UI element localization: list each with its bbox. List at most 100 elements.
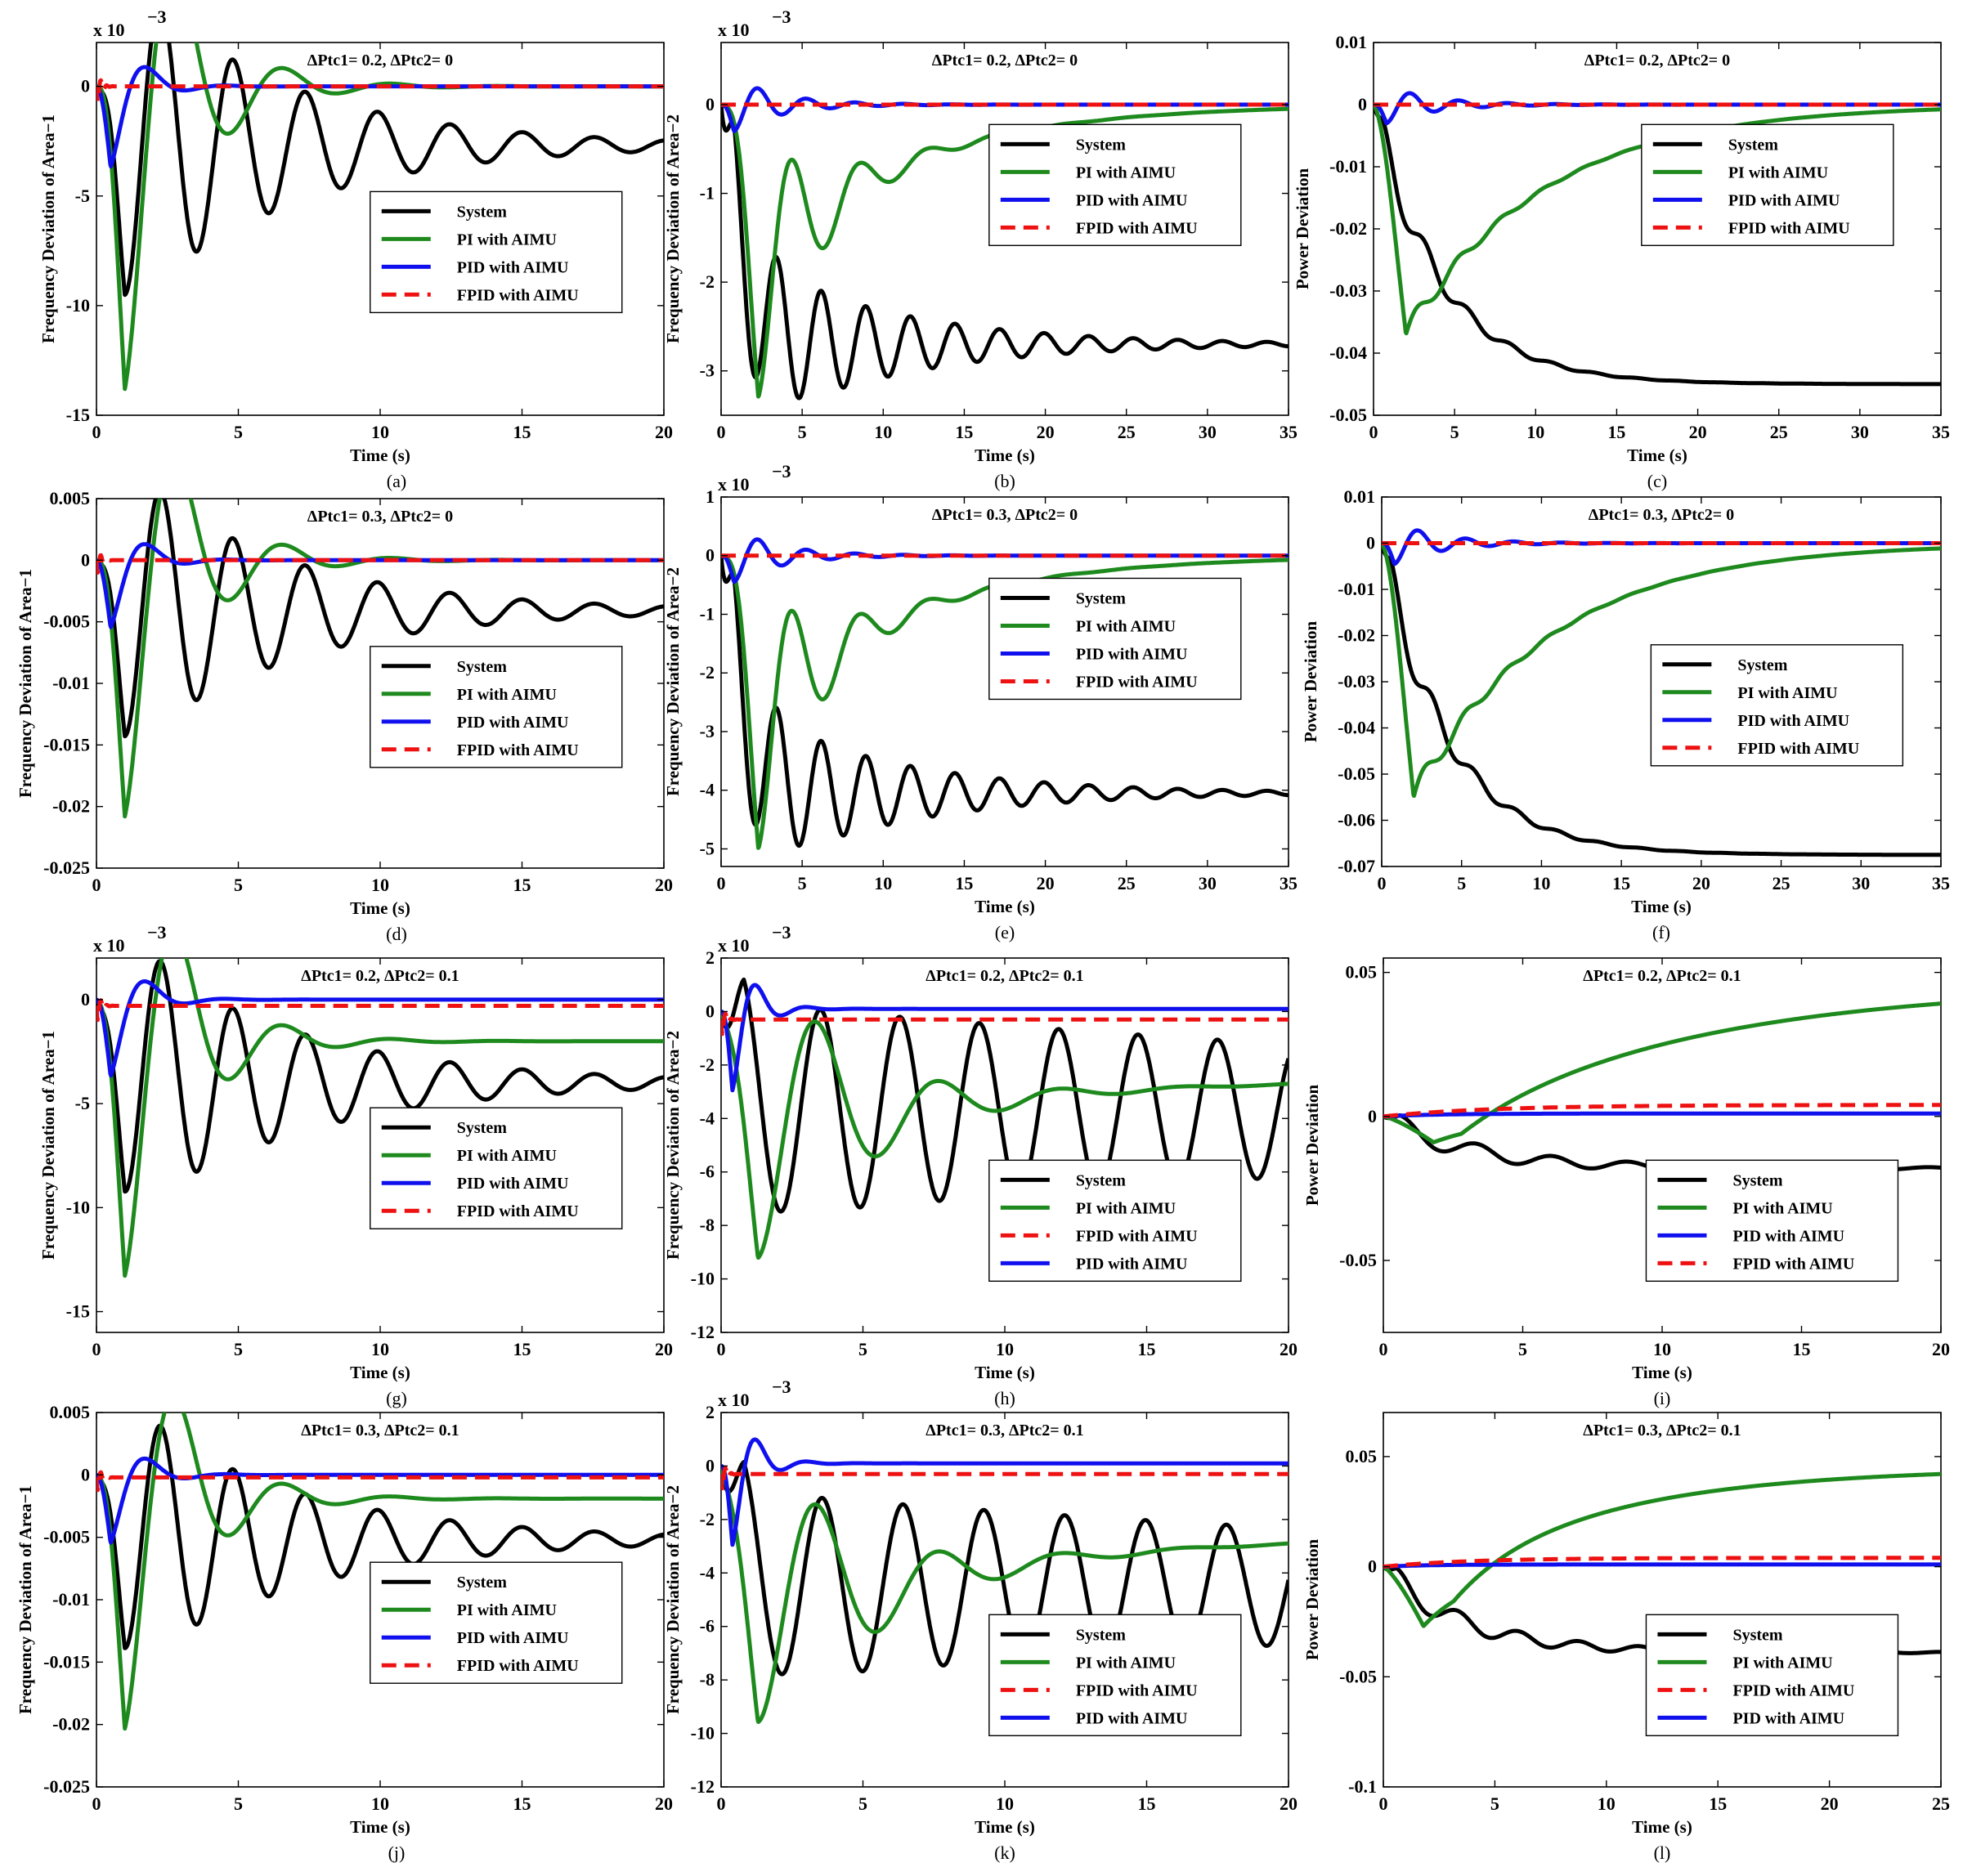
y-tick-label: 0.05 — [1346, 962, 1378, 983]
axis-exponent: x 10 — [718, 20, 750, 40]
x-tick-label: 15 — [513, 422, 531, 442]
y-tick-label: -0.04 — [1329, 343, 1367, 363]
subplot-title: ΔPtc1= 0.2, ΔPtc2= 0 — [932, 51, 1078, 69]
x-tick-label: 0 — [92, 1793, 101, 1814]
series-line-fpid-with-aimu — [96, 78, 664, 104]
y-axis-label: Frequency Deviation of Area−1 — [16, 1485, 35, 1714]
y-tick-label: -0.05 — [1338, 763, 1375, 784]
panel-caption: (l) — [1654, 1842, 1671, 1863]
x-tick-label: 10 — [371, 422, 389, 442]
y-tick-label: -0.06 — [1338, 810, 1375, 831]
x-tick-label: 0 — [92, 875, 101, 895]
y-tick-label: -0.01 — [1338, 579, 1375, 599]
y-tick-label: 0 — [81, 989, 90, 1010]
x-tick-label: 30 — [1851, 422, 1869, 442]
legend-entry: FPID with AIMU — [1728, 219, 1850, 237]
x-tick-label: 15 — [1793, 1339, 1811, 1359]
y-tick-label: 0 — [1368, 1106, 1377, 1126]
series-line-fpid-with-aimu — [1383, 1103, 1941, 1119]
panel-caption: (e) — [995, 922, 1015, 942]
y-tick-label: -0.02 — [52, 796, 90, 817]
subplot-title: ΔPtc1= 0.3, ΔPtc2= 0.1 — [1583, 1422, 1741, 1439]
x-tick-label: 20 — [1280, 1339, 1297, 1359]
panel-caption: (i) — [1654, 1388, 1671, 1408]
x-axis-label: Time (s) — [1627, 445, 1687, 465]
y-axis-label: Frequency Deviation of Area−2 — [663, 1031, 683, 1260]
x-tick-label: 20 — [1280, 1793, 1297, 1814]
legend-entry: FPID with AIMU — [457, 286, 579, 304]
y-tick-label: -5 — [700, 838, 715, 858]
subplot-title: ΔPtc1= 0.3, ΔPtc2= 0 — [307, 508, 453, 526]
y-tick-label: 0.01 — [1336, 32, 1368, 52]
legend-entry: System — [1737, 656, 1787, 674]
axis-exponent: x 10 — [93, 20, 125, 40]
legend-entry: FPID with AIMU — [1076, 673, 1198, 691]
series-line-system — [1382, 542, 1941, 857]
x-tick-label: 15 — [1138, 1793, 1156, 1814]
x-tick-label: 0 — [1378, 873, 1387, 893]
x-tick-label: 20 — [655, 875, 673, 895]
y-tick-label: -6 — [700, 1162, 715, 1182]
series-line-pi-with-aimu — [96, 1413, 664, 1731]
x-tick-label: 25 — [1773, 873, 1790, 893]
subplot-l: 0 5 10 15 20 25 0.05 0 -0.05 -0.1 ΔPtc1= 0.3, ΔPtc… — [1302, 1412, 1950, 1863]
legend-entry: PI with AIMU — [1076, 617, 1176, 635]
y-tick-label: -8 — [700, 1215, 715, 1235]
axis-exponent-power: −3 — [772, 1377, 791, 1397]
panel-caption: (g) — [386, 1388, 407, 1408]
x-tick-label: 20 — [1821, 1793, 1839, 1814]
x-tick-label: 15 — [1612, 873, 1630, 893]
legend-entry: System — [1732, 1626, 1782, 1644]
y-tick-label: -15 — [66, 1301, 90, 1322]
axis-exponent: x 10 — [718, 474, 750, 495]
legend-entry: PI with AIMU — [1732, 1654, 1832, 1672]
x-axis-label: Time (s) — [1631, 897, 1692, 916]
subplot-i: 0 5 10 15 20 0.05 0 -0.05 ΔPtc1= 0.2, ΔPtc2= 0.1… — [1302, 957, 1950, 1408]
subplot-title: ΔPtc1= 0.2, ΔPtc2= 0 — [1584, 51, 1730, 69]
y-tick-label: -1 — [700, 183, 715, 204]
x-tick-label: 15 — [1709, 1793, 1727, 1814]
subplot-c: 0 5 10 15 20 25 30 35 0.01 0 -0.01 -0.02 -0.03 -0.04 -… — [1293, 32, 1950, 491]
x-tick-label: 20 — [655, 1793, 673, 1814]
panel-caption: (k) — [994, 1842, 1015, 1863]
y-tick-label: -4 — [700, 1562, 715, 1583]
series-line-pid-with-aimu — [721, 983, 1288, 1093]
y-tick-label: 1 — [706, 486, 715, 507]
x-tick-label: 0 — [717, 1339, 726, 1359]
y-tick-label: -0.05 — [1339, 1250, 1377, 1270]
x-tick-label: 5 — [1450, 422, 1459, 442]
legend-entry: PID with AIMU — [457, 1175, 569, 1193]
y-tick-label: -4 — [700, 1108, 715, 1128]
axis-exponent: x 10 — [93, 935, 125, 956]
subplot-f: 0 5 10 15 20 25 30 35 0.01 0 -0.01 -0.02 -0.03 -0.04 -… — [1301, 486, 1950, 942]
y-tick-label: 0 — [1366, 533, 1375, 553]
legend-entry: System — [1076, 1171, 1126, 1189]
series-line-pi-with-aimu — [96, 958, 664, 1278]
x-tick-label: 20 — [1932, 1339, 1950, 1359]
series-line-pi-with-aimu — [1382, 541, 1941, 799]
legend-entry: FPID with AIMU — [457, 741, 579, 759]
subplot-j: 0 5 10 15 20 0.005 0 -0.005 -0.01 -0.015 -0.02 -0.0… — [16, 1402, 673, 1863]
axis-exponent: x 10 — [718, 935, 750, 956]
legend-entry: PI with AIMU — [457, 231, 557, 248]
y-axis-label: Frequency Deviation of Area−1 — [38, 114, 58, 343]
x-tick-label: 5 — [234, 422, 243, 442]
x-tick-label: 10 — [1532, 873, 1550, 893]
y-axis-label: Power Deviation — [1302, 1539, 1322, 1661]
x-tick-label: 0 — [1369, 422, 1378, 442]
panel-caption: (b) — [994, 471, 1015, 491]
y-tick-label: -12 — [691, 1776, 715, 1797]
y-tick-label: -0.005 — [43, 1527, 90, 1547]
x-tick-label: 35 — [1932, 873, 1950, 893]
y-tick-label: -0.005 — [43, 611, 90, 632]
series-line-fpid-with-aimu — [721, 1011, 1288, 1037]
y-axis-label: Frequency Deviation of Area−1 — [38, 1031, 58, 1260]
y-tick-label: 2 — [706, 1402, 715, 1422]
x-tick-label: 30 — [1199, 873, 1217, 893]
y-tick-label: 0.01 — [1344, 486, 1376, 507]
legend-entry: PI with AIMU — [457, 686, 557, 704]
x-tick-label: 35 — [1932, 422, 1950, 442]
y-tick-label: -3 — [700, 360, 715, 381]
series-line-system — [721, 555, 1288, 848]
